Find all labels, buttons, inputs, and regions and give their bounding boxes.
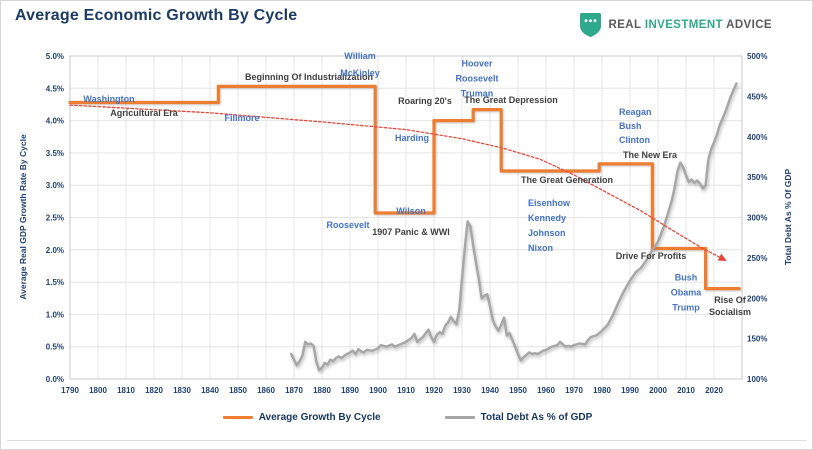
left-tick-label: 3.0% bbox=[46, 181, 64, 190]
x-tick-label: 1950 bbox=[509, 386, 527, 395]
x-tick-label: 1930 bbox=[453, 386, 471, 395]
right-tick-label: 200% bbox=[747, 294, 767, 303]
legend-item-growth: Average Growth By Cycle bbox=[222, 412, 381, 423]
x-tick-label: 1850 bbox=[229, 386, 247, 395]
legend-item-debt: Total Debt As % of GDP bbox=[444, 412, 593, 423]
x-tick-label: 1910 bbox=[397, 386, 415, 395]
left-tick-label: 4.5% bbox=[46, 84, 64, 93]
left-tick-label: 4.0% bbox=[46, 117, 64, 126]
left-tick-label: 1.0% bbox=[46, 310, 64, 319]
plot-border bbox=[69, 55, 743, 380]
x-tick-label: 1820 bbox=[145, 386, 163, 395]
left-tick-label: 0.5% bbox=[46, 343, 64, 352]
x-tick-label: 1990 bbox=[621, 386, 639, 395]
brand-advice: ADVICE bbox=[726, 19, 772, 31]
right-tick-label: 500% bbox=[747, 52, 767, 61]
bottom-divider bbox=[7, 440, 806, 441]
right-tick-label: 150% bbox=[747, 335, 767, 344]
right-tick-label: 250% bbox=[747, 254, 767, 263]
growth-line bbox=[68, 84, 741, 291]
x-tick-label: 1830 bbox=[173, 386, 191, 395]
debt-line-swatch bbox=[444, 416, 475, 419]
x-tick-label: 2000 bbox=[649, 386, 667, 395]
x-tick-label: 1800 bbox=[89, 386, 107, 395]
x-tick-label: 1880 bbox=[313, 386, 331, 395]
right-tick-label: 450% bbox=[747, 92, 767, 101]
debt-line bbox=[290, 82, 738, 372]
x-tick-label: 1790 bbox=[61, 386, 79, 395]
legend-label-growth: Average Growth By Cycle bbox=[258, 412, 381, 423]
x-tick-label: 2010 bbox=[677, 386, 695, 395]
left-tick-label: 1.5% bbox=[46, 278, 64, 287]
x-tick-label: 1970 bbox=[565, 386, 583, 395]
brand-text: REAL INVESTMENT ADVICE bbox=[609, 19, 772, 31]
x-tick-label: 1870 bbox=[285, 386, 303, 395]
left-tick-label: 5.0% bbox=[46, 52, 64, 61]
left-tick-label: 2.0% bbox=[46, 246, 64, 255]
page-title: Average Economic Growth By Cycle bbox=[15, 7, 298, 24]
growth-line-swatch bbox=[222, 416, 253, 419]
chart-legend: Average Growth By Cycle Total Debt As % … bbox=[1, 412, 812, 423]
x-tick-label: 2020 bbox=[705, 386, 723, 395]
x-tick-label: 1960 bbox=[537, 386, 555, 395]
left-tick-label: 3.5% bbox=[46, 149, 64, 158]
brand-investment: INVESTMENT bbox=[644, 19, 723, 31]
x-tick-label: 1810 bbox=[117, 386, 135, 395]
brand-real: REAL bbox=[608, 19, 642, 31]
right-axis-title: Total Debt As % Of GDP bbox=[783, 169, 793, 266]
trend-line bbox=[69, 104, 727, 261]
left-tick-label: 0.0% bbox=[46, 375, 64, 384]
brand-logo: REAL INVESTMENT ADVICE bbox=[579, 12, 772, 38]
shield-ellipsis-icon bbox=[579, 13, 601, 37]
legend-label-debt: Total Debt As % of GDP bbox=[480, 412, 593, 423]
x-tick-label: 1920 bbox=[425, 386, 443, 395]
x-tick-label: 1890 bbox=[341, 386, 359, 395]
right-tick-label: 400% bbox=[747, 133, 767, 142]
left-tick-label: 2.5% bbox=[46, 214, 64, 223]
right-tick-label: 300% bbox=[747, 214, 767, 223]
x-tick-label: 1840 bbox=[201, 386, 219, 395]
right-tick-label: 100% bbox=[747, 375, 767, 384]
left-axis-title: Average Real GDP Growth Rate By Cycle bbox=[18, 134, 28, 300]
x-tick-label: 1860 bbox=[257, 386, 275, 395]
x-tick-label: 1980 bbox=[593, 386, 611, 395]
right-tick-label: 350% bbox=[747, 173, 767, 182]
x-tick-label: 1940 bbox=[481, 386, 499, 395]
x-tick-label: 1900 bbox=[369, 386, 387, 395]
